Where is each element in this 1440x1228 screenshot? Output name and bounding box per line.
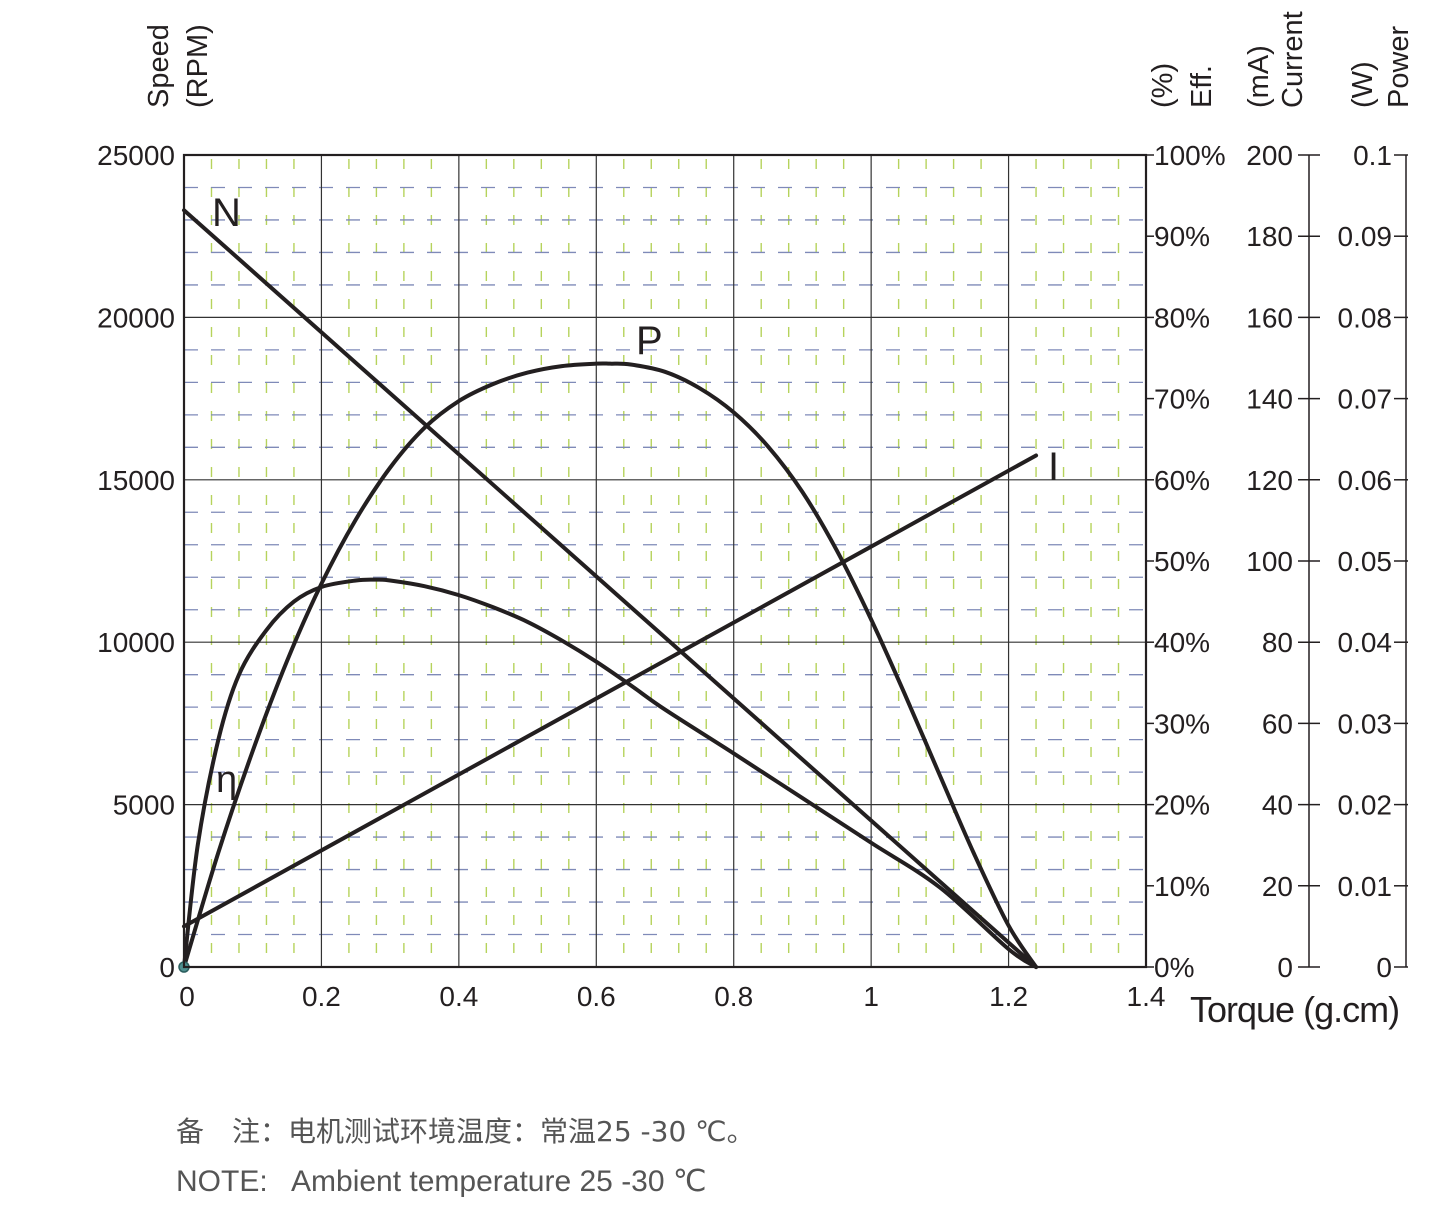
eff-tick-label: 90%: [1154, 221, 1210, 252]
axis-title-eff-b: Eff.: [1186, 65, 1218, 108]
chart-grid: [184, 155, 1146, 967]
current-tick-label: 160: [1246, 302, 1293, 333]
speed-tick-label: 5000: [113, 790, 175, 821]
power-tick-label: 0: [1376, 952, 1392, 983]
current-tick-label: 180: [1246, 221, 1293, 252]
speed-tick-label: 0: [159, 952, 175, 983]
series-line-current: [182, 453, 1039, 929]
current-tick-label: 140: [1246, 384, 1293, 415]
series-line-power: [182, 361, 1039, 969]
axis-title-current-b: Current: [1277, 11, 1309, 108]
note-english: NOTE: Ambient temperature 25 -30 ℃: [176, 1165, 707, 1198]
current-tick-label: 80: [1262, 627, 1293, 658]
series-label-power: P: [636, 319, 663, 363]
power-tick-label: 0.04: [1338, 627, 1393, 658]
power-tick-label: 0.06: [1338, 465, 1393, 496]
x-tick-label: 0.6: [577, 981, 616, 1012]
power-tick-label: 0.01: [1338, 871, 1393, 902]
power-tick-label: 0.05: [1338, 546, 1393, 577]
power-tick-label: 0.07: [1338, 384, 1393, 415]
eff-tick-label: 0%: [1154, 952, 1194, 983]
current-tick-label: 20: [1262, 871, 1293, 902]
eff-tick-label: 50%: [1154, 546, 1210, 577]
x-tick-label: 1.2: [989, 981, 1028, 1012]
series-line-speed: [182, 208, 1039, 969]
power-tick-label: 0.08: [1338, 302, 1393, 333]
x-tick-label: 0.2: [302, 981, 341, 1012]
axis-title-eff-a: (%): [1147, 63, 1179, 108]
x-axis-title: Torque (g.cm): [1190, 989, 1399, 1030]
current-tick-label: 40: [1262, 790, 1293, 821]
eff-tick-label: 60%: [1154, 465, 1210, 496]
chart-curves: [178, 208, 1039, 973]
chart-axes: [182, 153, 1408, 969]
x-tick-label: 1: [863, 981, 879, 1012]
current-tick-label: 120: [1246, 465, 1293, 496]
x-tick-label: 1.4: [1127, 981, 1166, 1012]
eff-tick-label: 30%: [1154, 708, 1210, 739]
speed-tick-label: 25000: [97, 140, 175, 171]
eff-tick-label: 20%: [1154, 790, 1210, 821]
axis-title-speed-a: Speed: [143, 24, 175, 108]
series-label-eff: η: [216, 759, 237, 801]
chart-labels: N I Pη 0 0.2 0.4 0.6 0.8 1 1.2 1.4 Torque (g.cm) 0 50…: [97, 11, 1415, 1030]
eff-tick-label: 70%: [1154, 384, 1210, 415]
x-tick-label: 0: [179, 981, 195, 1012]
current-tick-label: 100: [1246, 546, 1293, 577]
eff-tick-label: 100%: [1154, 140, 1226, 171]
axis-title-speed-b: (RPM): [182, 24, 214, 108]
speed-tick-label: 10000: [97, 627, 175, 658]
power-tick-label: 0.03: [1338, 708, 1393, 739]
current-tick-label: 200: [1246, 140, 1293, 171]
power-tick-label: 0.1: [1353, 140, 1392, 171]
x-tick-label: 0.8: [714, 981, 753, 1012]
series-label-current: I: [1048, 445, 1059, 489]
series-line-eff: [182, 577, 1039, 969]
power-tick-label: 0.02: [1338, 790, 1393, 821]
speed-tick-label: 20000: [97, 302, 175, 333]
eff-tick-label: 80%: [1154, 302, 1210, 333]
axis-title-current-a: (mA): [1243, 45, 1275, 108]
series-label-speed: N: [212, 191, 241, 235]
axis-title-power-a: (W): [1347, 61, 1379, 108]
eff-tick-label: 10%: [1154, 871, 1210, 902]
current-tick-label: 60: [1262, 708, 1293, 739]
note-chinese: 备 注：电机测试环境温度：常温25 -30 ℃。: [176, 1115, 755, 1148]
axis-title-power-b: Power: [1383, 25, 1415, 108]
power-tick-label: 0.09: [1338, 221, 1393, 252]
eff-tick-label: 40%: [1154, 627, 1210, 658]
speed-tick-label: 15000: [97, 465, 175, 496]
current-tick-label: 0: [1277, 952, 1293, 983]
x-tick-label: 0.4: [439, 981, 478, 1012]
